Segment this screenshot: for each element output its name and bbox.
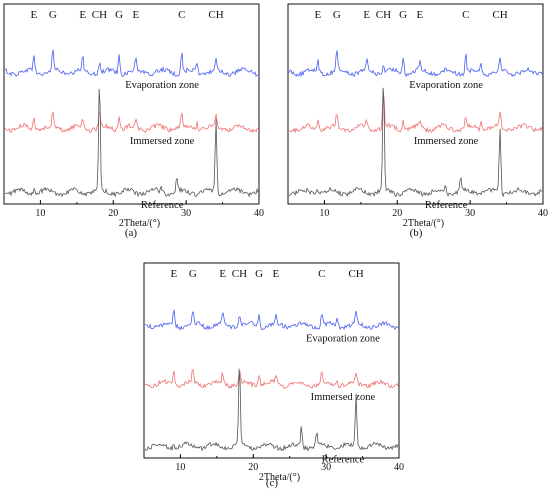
peak-label: C <box>178 9 185 21</box>
series-label: Evaporation zone <box>125 80 199 91</box>
x-tick-label: 40 <box>254 208 264 219</box>
series-line-reference <box>288 87 543 198</box>
peak-label: CH <box>208 9 223 21</box>
x-tick-label: 30 <box>321 462 331 473</box>
plot-frame <box>143 262 400 459</box>
x-tick-label: 30 <box>181 208 191 219</box>
series-label: Evaporation zone <box>409 80 483 91</box>
panel-caption: (b) <box>410 227 423 239</box>
peak-label: CH <box>492 9 507 21</box>
peak-label: E <box>219 268 226 280</box>
x-tick-label: 40 <box>394 462 404 473</box>
peak-label: CH <box>348 268 363 280</box>
series-label: Reference <box>141 200 184 211</box>
series-line-reference <box>5 88 259 198</box>
peak-label: CH <box>232 268 247 280</box>
x-tick-label: 10 <box>35 208 45 219</box>
peak-label: G <box>399 9 407 21</box>
x-axis-label: 2Theta/(°) <box>119 218 160 229</box>
series-label: Evaporation zone <box>306 333 380 344</box>
peak-label: E <box>417 9 424 21</box>
x-axis-label: 2Theta/(°) <box>259 472 300 483</box>
series-line-evaporation <box>288 50 543 78</box>
xrd-panel-a: 10 20 30 40 2Theta/(°)(a) Evaporation zone Imm… <box>3 3 264 239</box>
x-tick-label: 40 <box>538 208 548 219</box>
peak-label: C <box>462 9 469 21</box>
panel-caption: (c) <box>266 477 279 489</box>
series-label: Immersed zone <box>414 136 479 147</box>
peak-label: E <box>315 9 322 21</box>
peak-label: G <box>333 9 341 21</box>
peak-label: G <box>49 9 57 21</box>
xrd-panel-b: 10 20 30 40 2Theta/(°)(b) Evaporation zone Imm… <box>287 3 548 239</box>
x-axis-label: 2Theta/(°) <box>403 218 444 229</box>
plot-frame <box>287 3 544 205</box>
series-line-immersed <box>144 369 399 389</box>
peak-label: E <box>79 9 86 21</box>
peak-label: G <box>115 9 123 21</box>
x-tick-label: 30 <box>465 208 475 219</box>
series-label: Reference <box>425 200 468 211</box>
plot-frame <box>3 3 260 205</box>
peak-label: G <box>255 268 263 280</box>
series-label: Immersed zone <box>311 392 376 403</box>
peak-label: CH <box>92 9 107 21</box>
peak-label: E <box>363 9 370 21</box>
peak-label: E <box>31 9 38 21</box>
x-tick-label: 20 <box>392 208 402 219</box>
xrd-panel-c: 10 20 30 40 2Theta/(°)(c) Evaporation zone Imm… <box>143 262 404 489</box>
series-label: Immersed zone <box>130 136 195 147</box>
series-line-immersed <box>4 111 259 134</box>
series-line-immersed <box>288 89 543 134</box>
x-tick-label: 20 <box>108 208 118 219</box>
peak-label: C <box>318 268 325 280</box>
peak-label: CH <box>376 9 391 21</box>
series-line-evaporation <box>144 309 399 331</box>
panel-caption: (a) <box>125 227 138 239</box>
peak-label: E <box>273 268 280 280</box>
series-line-reference <box>144 368 399 452</box>
series-line-evaporation <box>4 49 259 78</box>
peak-label: G <box>189 268 197 280</box>
x-tick-label: 20 <box>248 462 258 473</box>
x-tick-label: 10 <box>175 462 185 473</box>
peak-label: E <box>171 268 178 280</box>
series-label: Reference <box>322 454 365 465</box>
peak-label: E <box>133 9 140 21</box>
x-tick-label: 10 <box>319 208 329 219</box>
